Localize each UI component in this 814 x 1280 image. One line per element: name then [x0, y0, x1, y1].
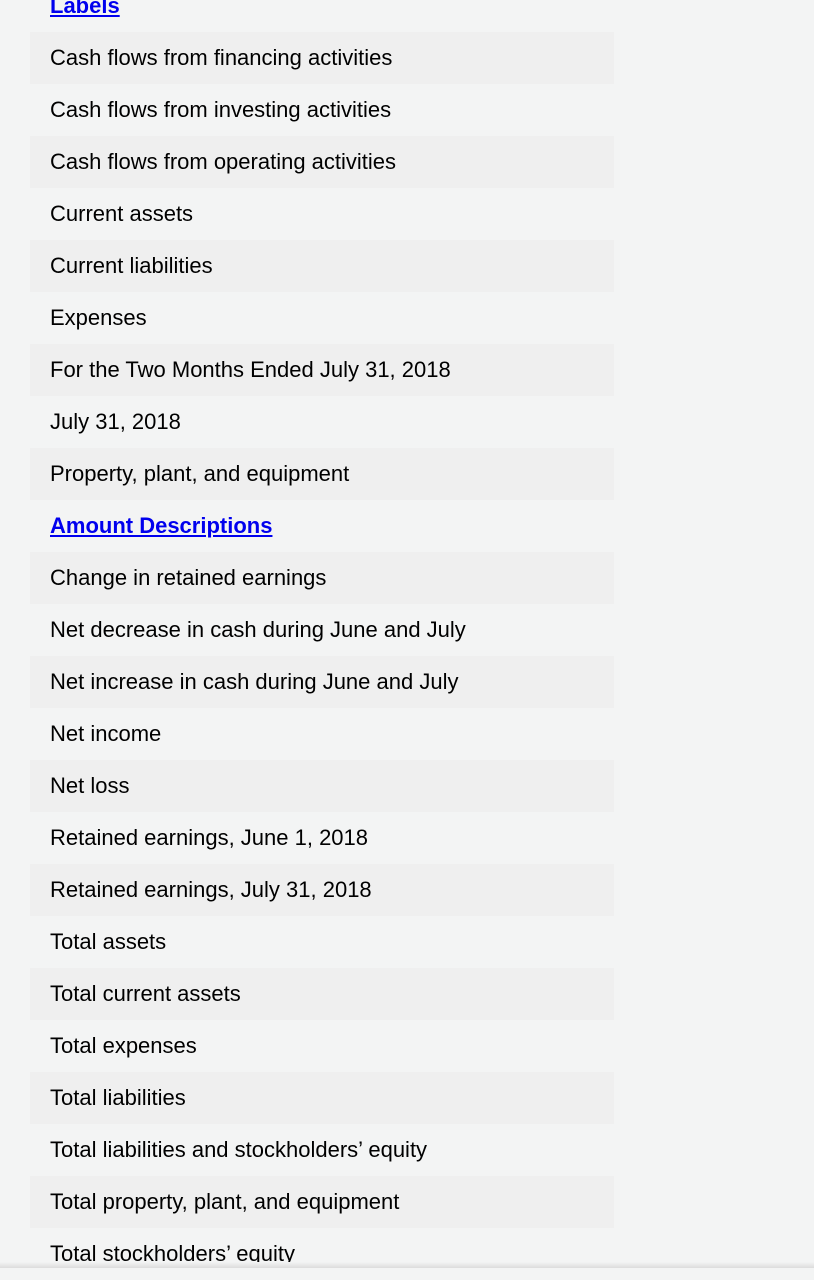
section-heading: Amount Descriptions — [30, 500, 614, 552]
list-item[interactable]: Net income — [50, 721, 162, 746]
list-item[interactable]: For the Two Months Ended July 31, 2018 — [30, 344, 614, 396]
list-item[interactable]: Total expenses — [50, 1033, 197, 1058]
list-item[interactable]: Cash flows from operating activities — [30, 136, 614, 188]
section-heading-link[interactable]: Amount Descriptions — [50, 513, 273, 538]
list-item[interactable]: Retained earnings, July 31, 2018 — [30, 864, 614, 916]
list-item[interactable]: Net loss — [30, 760, 614, 812]
list-item[interactable]: Total assets — [50, 929, 167, 954]
options-list: Labels Cash flows from financing activiti… — [30, 0, 614, 1280]
list-item[interactable]: Total property, plant, and equipment — [30, 1176, 614, 1228]
list-item[interactable]: Cash flows from financing activities — [30, 32, 614, 84]
list-item[interactable]: Total liabilities — [30, 1072, 614, 1124]
list-item[interactable]: Net increase in cash during June and Jul… — [30, 656, 614, 708]
list-item[interactable]: Net decrease in cash during June and Jul… — [50, 617, 466, 642]
list-item[interactable]: Total current assets — [30, 968, 614, 1020]
section-heading: Labels — [30, 0, 614, 32]
list-item[interactable]: Total liabilities and stockholders’ equi… — [50, 1137, 428, 1162]
section-heading-link[interactable]: Labels — [50, 0, 120, 18]
list-item[interactable]: Retained earnings, June 1, 2018 — [50, 825, 369, 850]
list-item[interactable]: Expenses — [50, 305, 147, 330]
scroll-edge-shadow — [0, 1262, 814, 1268]
list-item[interactable]: Change in retained earnings — [30, 552, 614, 604]
list-item[interactable]: Total stockholders’ equity — [50, 1241, 295, 1266]
list-item[interactable]: Current assets — [50, 201, 194, 226]
list-item[interactable]: Cash flows from investing activities — [50, 97, 392, 122]
list-item[interactable]: Current liabilities — [30, 240, 614, 292]
list-item[interactable]: July 31, 2018 — [50, 409, 181, 434]
list-item[interactable]: Property, plant, and equipment — [30, 448, 614, 500]
